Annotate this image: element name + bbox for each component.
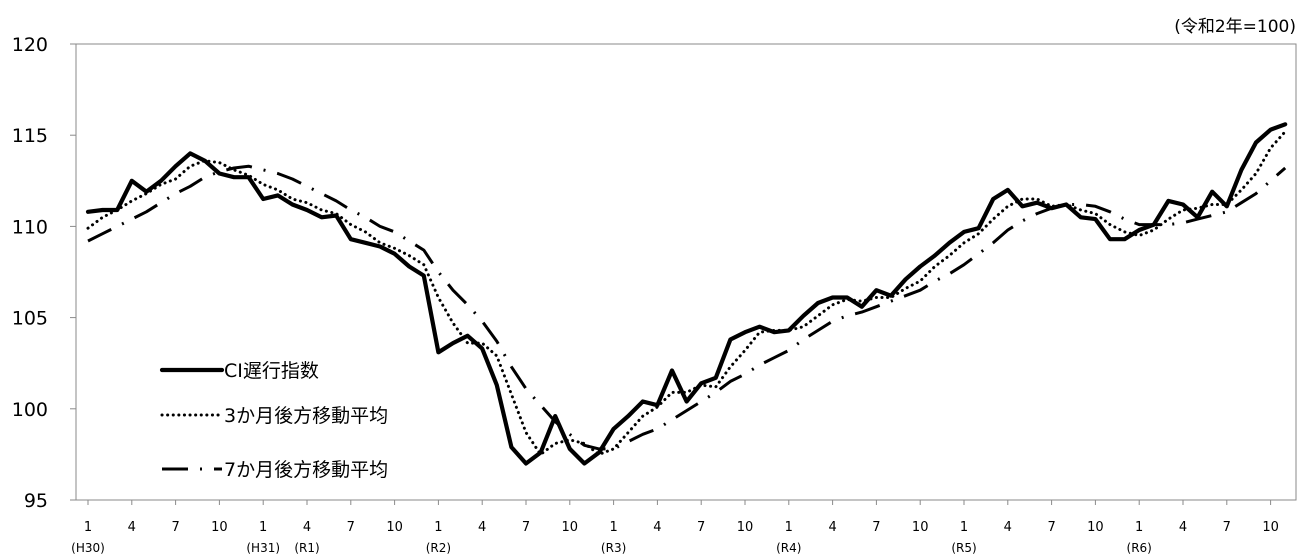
series-layer [85, 122, 1288, 466]
series-line-2 [86, 130, 1287, 456]
legend-label-1: CI遅行指数 [224, 360, 319, 382]
x-era-label: (R4) [776, 541, 801, 555]
legend: CI遅行指数 3か月後方移動平均 7か月後方移動平均 [159, 360, 388, 481]
x-tick-label: 10 [912, 520, 929, 535]
legend-label-2: 3か月後方移動平均 [224, 405, 388, 427]
x-tick-label: 4 [1179, 520, 1187, 535]
y-tick-label: 115 [12, 125, 48, 147]
y-tick-label: 105 [12, 308, 48, 330]
x-tick-label: 4 [303, 520, 311, 535]
x-tick-label: 1 [434, 520, 442, 535]
unit-note: (令和2年=100) [1174, 17, 1296, 37]
x-tick-label: 7 [872, 520, 880, 535]
x-tick-label: 4 [1004, 520, 1012, 535]
x-tick-label: 7 [347, 520, 355, 535]
x-era-label: (H30) [71, 541, 105, 555]
y-axis-ticks: 95 100 105 110 115 120 [12, 34, 76, 512]
y-tick-label: 110 [12, 216, 48, 238]
x-tick-label: 7 [171, 520, 179, 535]
x-tick-label: 4 [128, 520, 136, 535]
x-tick-label: 10 [1262, 520, 1279, 535]
legend-label-3: 7か月後方移動平均 [224, 459, 388, 481]
x-tick-label: 10 [386, 520, 403, 535]
x-tick-label: 10 [737, 520, 754, 535]
x-tick-label: 7 [522, 520, 530, 535]
x-axis-ticks: 1 4 7 10 1 4 7 10 1 4 7 10 1 4 7 10 1 4 7 10 1 4 7 10 1 4 7 10 (H30)… [71, 500, 1279, 555]
x-tick-label: 10 [562, 520, 579, 535]
x-era-label: (R2) [426, 541, 451, 555]
x-era-label: (R5) [951, 541, 976, 555]
y-tick-label: 95 [24, 490, 48, 512]
series-line-1 [85, 122, 1288, 466]
x-tick-label: 1 [259, 520, 267, 535]
x-tick-label: 4 [653, 520, 661, 535]
x-tick-label: 10 [1087, 520, 1104, 535]
x-tick-label: 7 [1223, 520, 1231, 535]
x-tick-label: 4 [828, 520, 836, 535]
x-tick-label: 1 [84, 520, 92, 535]
x-tick-label: 1 [609, 520, 617, 535]
y-tick-label: 100 [12, 399, 48, 421]
x-era-label: (R3) [601, 541, 626, 555]
x-tick-label: 1 [960, 520, 968, 535]
x-era-label: (R1) [294, 541, 319, 555]
x-tick-label: 7 [1047, 520, 1055, 535]
x-tick-label: 4 [478, 520, 486, 535]
plot-area-frame [75, 43, 1297, 501]
series-line-3 [87, 164, 1287, 451]
x-tick-label: 7 [697, 520, 705, 535]
y-tick-label: 120 [12, 34, 48, 56]
x-era-label: (R6) [1127, 541, 1152, 555]
x-tick-label: 1 [785, 520, 793, 535]
x-era-label: (H31) [246, 541, 280, 555]
x-tick-label: 10 [211, 520, 228, 535]
x-tick-label: 1 [1135, 520, 1143, 535]
